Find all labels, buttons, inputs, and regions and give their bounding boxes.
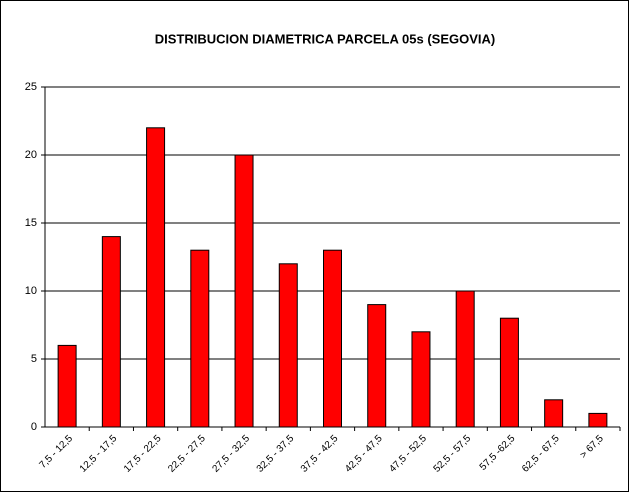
bar xyxy=(323,249,342,428)
y-tick-label: 15 xyxy=(25,217,37,229)
bar xyxy=(101,236,121,428)
bar xyxy=(544,399,564,428)
bar xyxy=(588,412,608,428)
bar xyxy=(278,263,298,428)
chart-title: DISTRIBUCION DIAMETRICA PARCELA 05s (SEG… xyxy=(155,31,495,46)
bar xyxy=(234,154,254,428)
bar xyxy=(57,344,77,428)
bar xyxy=(455,290,475,428)
y-tick-label: 20 xyxy=(25,149,37,161)
bar xyxy=(411,331,431,428)
y-tick-label: 25 xyxy=(25,81,37,93)
y-tick-label: 10 xyxy=(25,285,37,297)
y-tick-label: 0 xyxy=(31,421,37,433)
bar xyxy=(367,304,387,428)
bar xyxy=(190,249,210,428)
y-tick-label: 5 xyxy=(31,353,37,365)
bar xyxy=(146,127,166,428)
bar xyxy=(499,317,519,428)
